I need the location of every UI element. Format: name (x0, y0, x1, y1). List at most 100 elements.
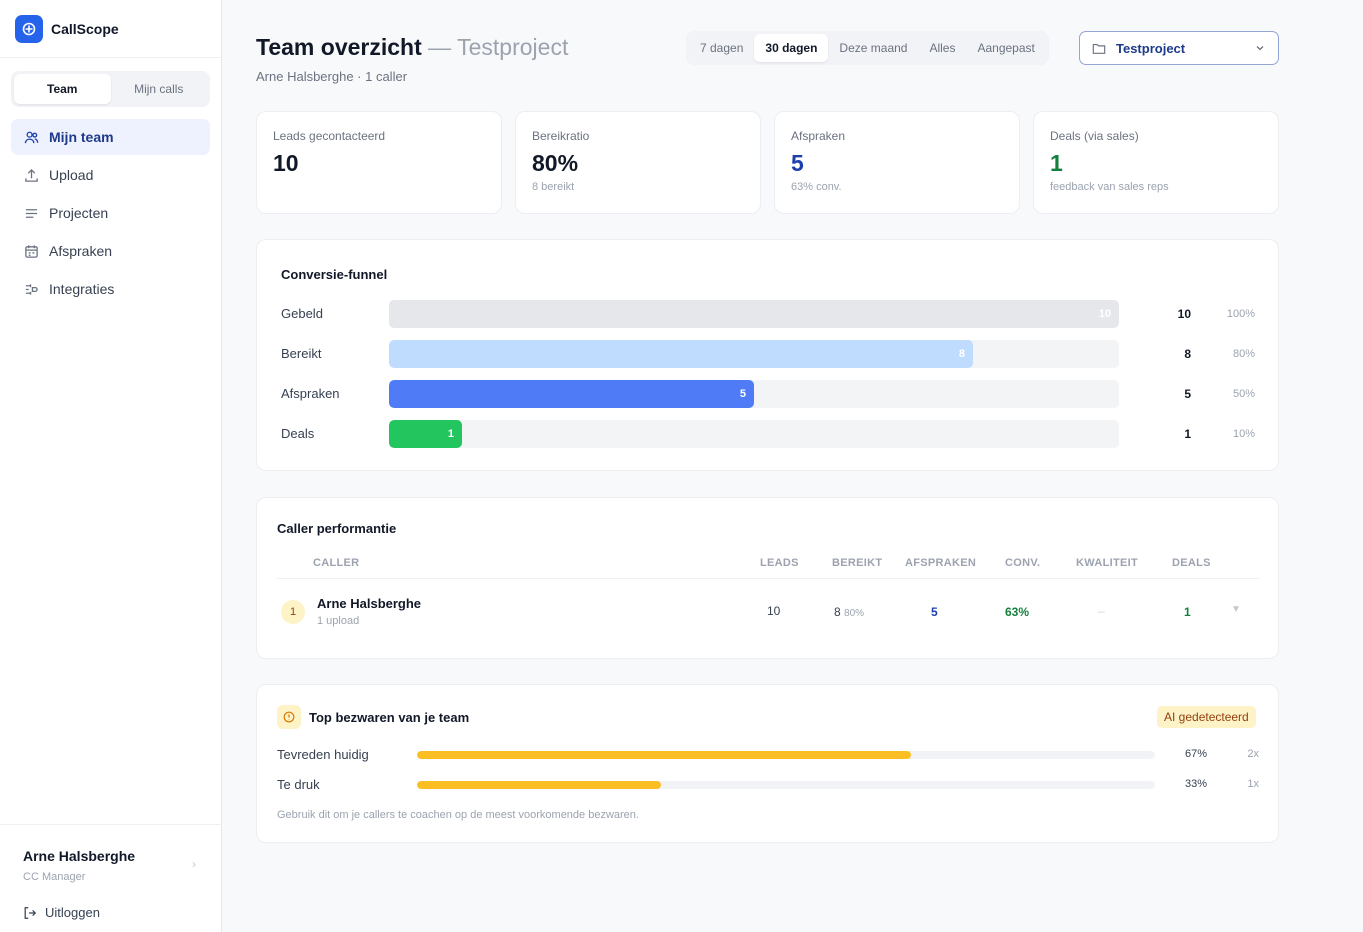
objection-pct: 33% (1184, 778, 1207, 790)
col-header-conv[interactable]: CONV. (1005, 557, 1041, 569)
funnel-pct: 80% (1232, 348, 1255, 360)
conversion-funnel-card: Conversie-funnel Gebeld 10 10 100% Berei… (256, 239, 1279, 471)
funnel-bar-value: 8 (958, 348, 965, 360)
col-header-bereikt[interactable]: BEREIKT (832, 557, 883, 569)
kpi-hint: 8 bereikt (532, 181, 575, 193)
sidebar-item-mijn-team[interactable]: Mijn team (11, 119, 210, 155)
page-title-main: Team overzicht (256, 34, 422, 60)
cell-bereikt-pct: 80% (844, 608, 865, 619)
range-deze-maand[interactable]: Deze maand (839, 41, 908, 55)
sidebar-item-afspraken[interactable]: Afspraken (11, 233, 210, 269)
objection-track (417, 751, 1155, 759)
objection-label: Te druk (277, 777, 320, 792)
sidebar-item-integraties[interactable]: Integraties (11, 271, 210, 307)
sidebar-item-upload[interactable]: Upload (11, 157, 210, 193)
funnel-label: Gebeld (281, 306, 323, 321)
cell-deals: 1 (1184, 605, 1191, 619)
expand-row-icon[interactable]: ▼ (1231, 604, 1241, 615)
col-header-caller[interactable]: CALLER (313, 557, 360, 569)
kpi-label: Deals (via sales) (1050, 129, 1139, 143)
funnel-label: Deals (281, 426, 315, 441)
plug-icon (23, 281, 39, 297)
page-title-project: — Testproject (428, 34, 569, 60)
page-title: Team overzicht — Testproject (256, 34, 568, 61)
date-range-selector: 7 dagen 30 dagen Deze maand Alles Aangep… (686, 31, 1049, 65)
objection-row-te-druk: Te druk 33% 1x (277, 775, 1259, 795)
funnel-pct: 10% (1232, 428, 1255, 440)
cell-kwaliteit: – (1098, 604, 1105, 618)
col-header-leads[interactable]: LEADS (760, 557, 799, 569)
kpi-value: 10 (273, 150, 299, 176)
caller-performance-card: Caller performantie CALLER LEADS BEREIKT… (256, 497, 1279, 659)
funnel-count: 8 (1184, 347, 1191, 361)
objection-count: 1x (1247, 778, 1259, 790)
app-name: CallScope (51, 20, 119, 37)
kpi-label: Leads gecontacteerd (273, 129, 386, 143)
funnel-bar: 10 (389, 300, 1119, 328)
col-header-afspraken[interactable]: AFSPRAKEN (905, 557, 977, 569)
chevron-down-icon (1254, 42, 1266, 54)
funnel-row-bereikt: Bereikt 8 8 80% (281, 340, 1281, 368)
funnel-row-afspraken: Afspraken 5 5 50% (281, 380, 1281, 408)
range-7-dagen[interactable]: 7 dagen (700, 41, 744, 55)
view-switch: Team Mijn calls (11, 71, 210, 107)
caller-name: Arne Halsberghe (317, 596, 422, 611)
kpi-card-bereikratio: Bereikratio 80% 8 bereikt (515, 111, 761, 214)
sidebar-item-label: Afspraken (49, 243, 113, 259)
funnel-bar: 8 (389, 340, 973, 368)
page-subtitle: Arne Halsberghe · 1 caller (256, 69, 408, 84)
rank-badge: 1 (281, 600, 305, 624)
funnel-track: 10 (389, 300, 1119, 328)
kpi-card-leads: Leads gecontacteerd 10 (256, 111, 502, 214)
logout-icon (23, 906, 37, 920)
caller-uploads: 1 upload (317, 615, 360, 627)
range-30-dagen[interactable]: 30 dagen (754, 34, 829, 62)
kpi-value: 80% (532, 150, 579, 176)
funnel-count: 5 (1184, 387, 1191, 401)
user-name: Arne Halsberghe (23, 848, 136, 864)
kpi-value: 1 (1050, 150, 1063, 176)
users-icon (23, 129, 39, 145)
project-select[interactable]: Testproject (1079, 31, 1279, 65)
objections-card: Top bezwaren van je team AI gedetecteerd… (256, 684, 1279, 843)
col-header-deals[interactable]: DEALS (1172, 557, 1211, 569)
tab-mijn-calls[interactable]: Mijn calls (134, 82, 184, 96)
kpi-hint: feedback van sales reps (1050, 181, 1169, 193)
sidebar-item-label: Projecten (49, 205, 109, 221)
ai-detected-badge: AI gedetecteerd (1157, 706, 1256, 728)
kpi-card-deals: Deals (via sales) 1 feedback van sales r… (1033, 111, 1279, 214)
cell-afspraken: 5 (931, 605, 938, 619)
objection-row-tevreden-huidig: Tevreden huidig 67% 2x (277, 745, 1259, 765)
funnel-bar-value: 5 (739, 388, 746, 400)
tab-team[interactable]: Team (14, 74, 111, 104)
objection-bar (417, 751, 912, 759)
funnel-bar: 1 (389, 420, 462, 448)
kpi-label: Bereikratio (532, 129, 590, 143)
sidebar: CallScope Team Mijn calls Mijn team Uplo… (0, 0, 222, 932)
cell-conv: 63% (1005, 605, 1030, 619)
range-aangepast[interactable]: Aangepast (977, 41, 1035, 55)
sidebar-item-label: Integraties (49, 281, 115, 297)
funnel-count: 10 (1177, 307, 1191, 321)
col-header-kwaliteit[interactable]: KWALITEIT (1076, 557, 1138, 569)
upload-icon (23, 167, 39, 183)
funnel-count: 1 (1184, 427, 1191, 441)
range-alles[interactable]: Alles (929, 41, 956, 55)
user-profile[interactable]: Arne Halsberghe CC Manager › (0, 824, 222, 883)
calendar-icon (23, 243, 39, 259)
funnel-bar-value: 10 (1098, 308, 1111, 320)
brand[interactable]: CallScope (0, 0, 221, 58)
list-icon (23, 205, 39, 221)
sidebar-item-projecten[interactable]: Projecten (11, 195, 210, 231)
user-role: CC Manager (23, 871, 86, 883)
cell-bereikt: 8 80% (834, 605, 864, 619)
objections-title: Top bezwaren van je team (309, 710, 470, 725)
kpi-card-afspraken: Afspraken 5 63% conv. (774, 111, 1020, 214)
logout-button[interactable]: Uitloggen (23, 905, 100, 920)
sidebar-nav: Mijn team Upload Projecten Afspraken Int… (11, 119, 210, 309)
callscope-logo-icon (15, 14, 43, 43)
funnel-row-gebeld: Gebeld 10 10 100% (281, 300, 1281, 328)
funnel-track: 1 (389, 420, 1119, 448)
objection-track (417, 781, 1155, 789)
kpi-value: 5 (791, 150, 804, 176)
